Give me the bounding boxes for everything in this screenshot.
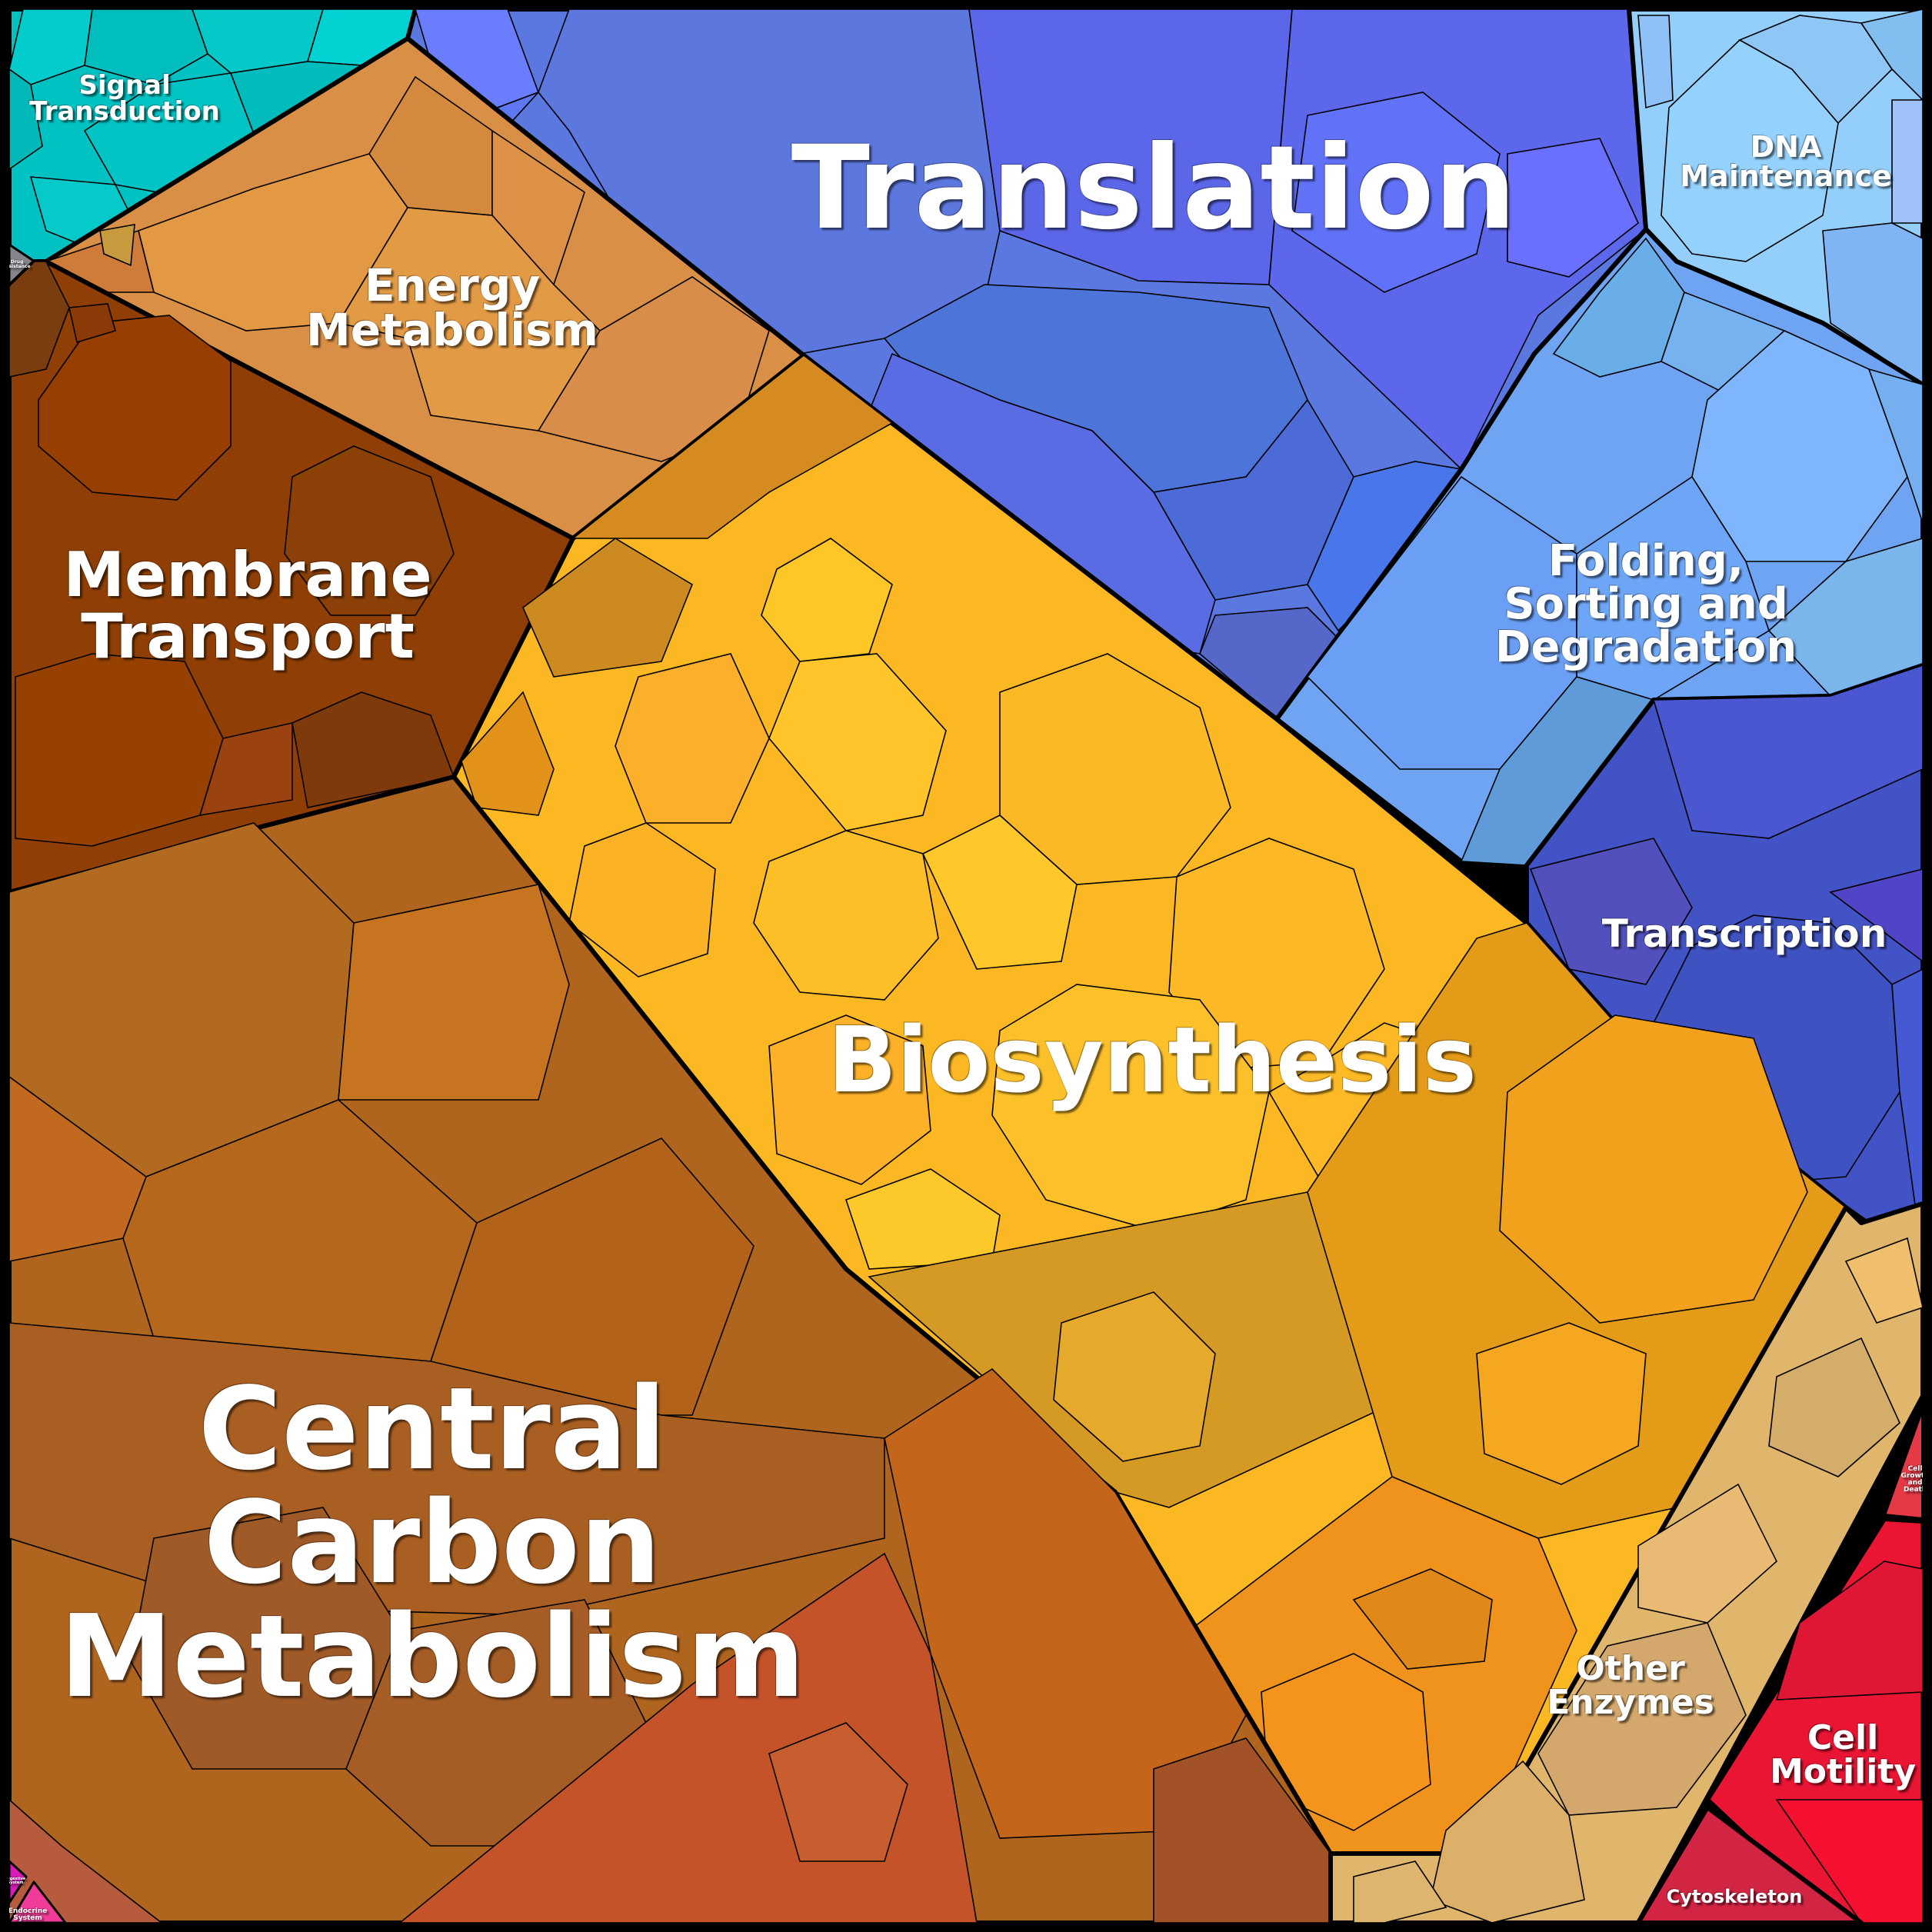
- label-central-carbon-metabolism: Central Carbon Metabolism: [59, 1363, 805, 1723]
- label-transcription: Transcription: [1601, 911, 1887, 956]
- label-cell-growth-and-death: Cell Growth and Death: [1900, 1465, 1930, 1494]
- label-endocrine-system: Endocrine System: [8, 1907, 48, 1922]
- label-other-enzymes: Other Enzymes: [1547, 1649, 1714, 1722]
- region-energy-metabolism[interactable]: [44, 36, 806, 541]
- region-digestive-system[interactable]: [8, 1860, 28, 1904]
- label-translation: Translation: [791, 122, 1517, 255]
- region-membrane-transport[interactable]: [7, 259, 575, 894]
- label-cell-motility: Cell Motility: [1769, 1718, 1917, 1791]
- region-central-carbon-metabolism[interactable]: [7, 774, 1333, 1925]
- label-biosynthesis: Biosynthesis: [828, 1007, 1477, 1113]
- label-folding-sorting-degradation: Folding, Sorting and Degradation: [1494, 536, 1797, 672]
- label-digestive-system: Digestive System: [5, 1877, 26, 1885]
- label-cytoskeleton: Cytoskeleton: [1666, 1886, 1803, 1907]
- label-signal-transduction: Signal Transduction: [29, 70, 220, 127]
- region-folding-sorting-degradation[interactable]: [1274, 227, 1925, 868]
- label-drug-resistance: Drug resistance: [3, 259, 31, 269]
- region-translation[interactable]: [405, 7, 1648, 721]
- region-biosynthesis[interactable]: [451, 353, 1848, 1856]
- label-energy-metabolism: Energy Metabolism: [305, 259, 599, 356]
- label-membrane-transport: Membrane Transport: [63, 539, 432, 672]
- region-dna-maintenance[interactable]: [1627, 7, 1925, 387]
- label-dna-maintenance: DNA Maintenance: [1680, 130, 1892, 193]
